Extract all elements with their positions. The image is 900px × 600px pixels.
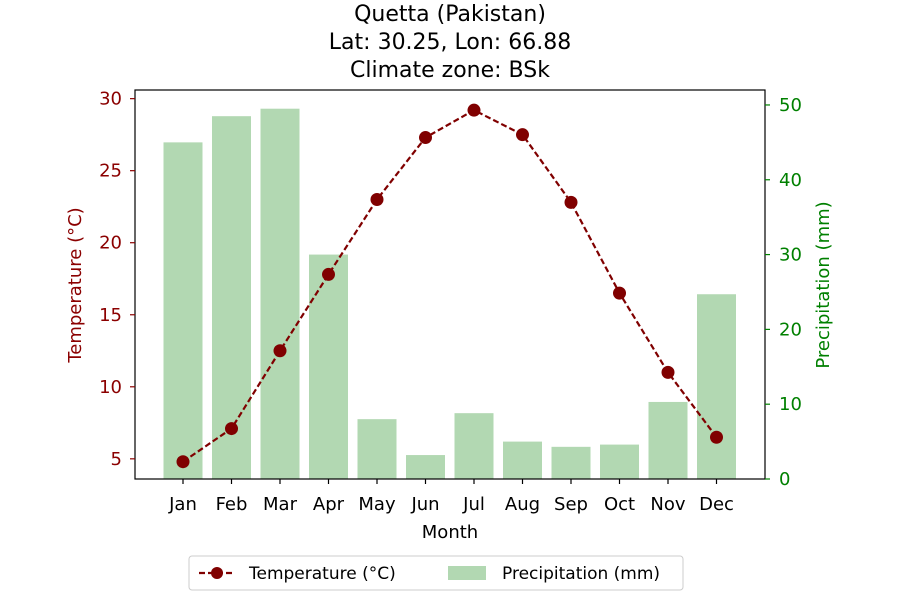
x-tick-label: Oct [604, 494, 635, 515]
left-tick-label: 5 [111, 449, 122, 470]
right-tick-label: 40 [779, 170, 802, 191]
temperature-point-feb [225, 422, 238, 436]
right-tick-label: 50 [779, 95, 802, 116]
left-tick-label: 25 [99, 161, 122, 182]
right-tick-label: 0 [779, 469, 790, 490]
left-y-axis: 5 10 15 20 25 30 [99, 89, 135, 470]
x-axis-label: Month [422, 522, 478, 543]
temperature-point-dec [710, 430, 723, 444]
legend-temperature-marker [211, 567, 223, 579]
temperature-point-may [370, 193, 384, 206]
temperature-series [176, 103, 723, 469]
x-tick-label: Jul [462, 494, 485, 515]
chart-title-line-1: Quetta (Pakistan) [354, 2, 546, 27]
precipitation-bar-apr [309, 254, 348, 479]
left-tick-label: 10 [99, 377, 122, 398]
right-y-axis: 0 10 20 30 40 50 [765, 95, 802, 490]
temperature-point-sep [564, 195, 578, 209]
chart-title-line-2: Lat: 30.25, Lon: 66.88 [329, 30, 571, 55]
temperature-line [182, 108, 718, 463]
temperature-point-jun [419, 131, 432, 145]
legend-box [188, 555, 684, 591]
legend: Temperature (°C) Precipitation (mm) [188, 555, 684, 591]
legend-precipitation-swatch [448, 566, 486, 580]
left-tick-label: 30 [99, 89, 122, 110]
precipitation-bar-jun [406, 455, 445, 479]
precipitation-bar-aug [503, 441, 542, 479]
temperature-point-apr [322, 267, 335, 281]
precipitation-bar-mar [260, 108, 300, 479]
temperature-point-jul [467, 103, 481, 117]
temperature-point-mar [273, 344, 287, 358]
precipitation-bar-sep [551, 446, 591, 479]
right-axis-label: Precipitation (mm) [813, 201, 834, 368]
plot-frame [134, 89, 766, 480]
legend-temperature-label: Temperature (°C) [248, 564, 396, 584]
x-tick-label: Sep [554, 494, 588, 515]
precipitation-bar-feb [212, 116, 251, 480]
x-tick-label: Jan [168, 494, 197, 515]
temperature-point-nov [661, 365, 675, 379]
precipitation-bar-dec [697, 294, 736, 479]
left-axis-label: Temperature (°C) [65, 207, 86, 363]
x-axis: Jan Feb Mar Apr May Jun Jul Aug Sep Oct Nov Dec [168, 479, 734, 515]
right-tick-label: 20 [779, 319, 802, 340]
x-tick-label: Jun [410, 494, 439, 515]
temperature-point-aug [516, 128, 529, 142]
precipitation-bar-oct [600, 444, 639, 479]
precipitation-bar-jul [454, 413, 494, 479]
x-tick-label: Mar [263, 494, 298, 515]
precipitation-bar-may [357, 419, 397, 479]
x-tick-label: Aug [505, 494, 540, 515]
x-tick-label: May [358, 494, 396, 515]
left-tick-label: 15 [99, 305, 122, 326]
x-tick-label: Apr [313, 494, 345, 515]
temperature-point-jan [176, 455, 190, 469]
chart-title-line-3: Climate zone: BSk [350, 58, 550, 83]
right-tick-label: 30 [779, 245, 802, 266]
right-tick-label: 10 [779, 394, 802, 415]
left-tick-label: 20 [99, 233, 122, 254]
precipitation-bar-nov [648, 401, 688, 479]
x-tick-label: Nov [650, 494, 685, 515]
legend-precipitation-label: Precipitation (mm) [502, 564, 660, 584]
temperature-point-oct [613, 286, 626, 300]
precipitation-bars [163, 108, 736, 480]
precipitation-bar-jan [163, 142, 203, 479]
chart-title: Quetta (Pakistan) Lat: 30.25, Lon: 66.88… [329, 2, 571, 83]
x-tick-label: Feb [216, 494, 248, 515]
x-tick-label: Dec [699, 494, 734, 515]
